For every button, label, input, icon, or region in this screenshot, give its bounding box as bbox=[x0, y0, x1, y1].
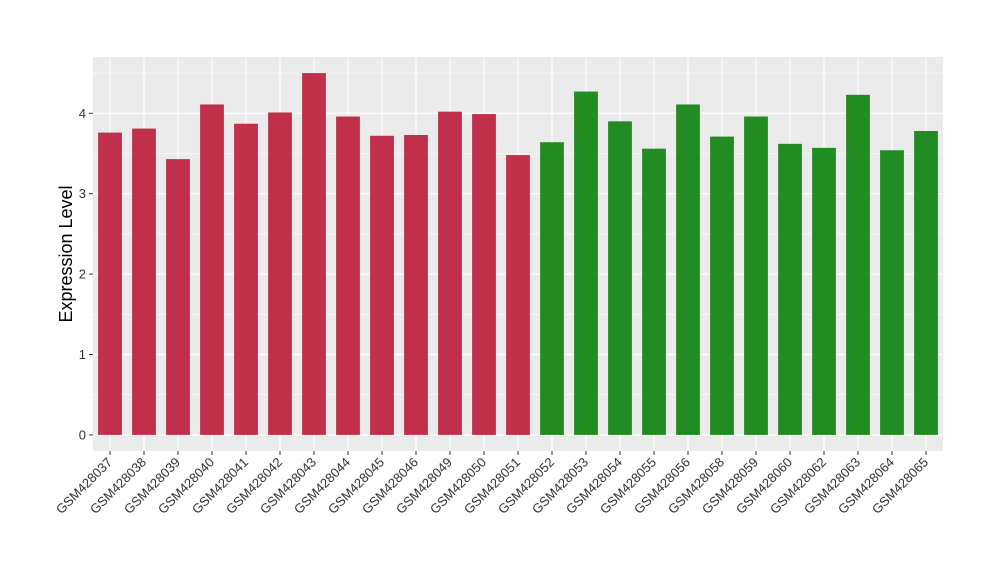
bar-GSM428045 bbox=[370, 135, 394, 435]
bar-GSM428049 bbox=[438, 111, 462, 435]
bar-GSM428063 bbox=[846, 94, 870, 435]
y-tick-label: 1 bbox=[79, 347, 86, 362]
y-tick-label: 2 bbox=[79, 267, 86, 282]
bar-GSM428043 bbox=[302, 73, 326, 435]
bar-GSM428055 bbox=[642, 148, 666, 435]
bar-GSM428053 bbox=[574, 91, 598, 435]
bar-GSM428054 bbox=[608, 121, 632, 435]
x-axis: GSM428037GSM428038GSM428039GSM428040GSM4… bbox=[53, 451, 931, 517]
bar-GSM428056 bbox=[676, 104, 700, 435]
bar-GSM428052 bbox=[540, 142, 564, 435]
bar-GSM428041 bbox=[234, 123, 258, 435]
bar-GSM428064 bbox=[880, 150, 904, 435]
bar-GSM428065 bbox=[914, 130, 938, 435]
bar-GSM428051 bbox=[506, 155, 530, 435]
bar-GSM428042 bbox=[268, 112, 292, 435]
y-axis-title: Expression Level bbox=[56, 185, 76, 322]
bar-GSM428062 bbox=[812, 147, 836, 435]
bar-GSM428059 bbox=[744, 116, 768, 435]
bar-GSM428037 bbox=[98, 132, 122, 435]
bar-GSM428040 bbox=[200, 104, 224, 435]
bar-GSM428058 bbox=[710, 136, 734, 435]
bar-GSM428044 bbox=[336, 116, 360, 435]
y-tick-label: 4 bbox=[79, 106, 86, 121]
y-tick-label: 0 bbox=[79, 427, 86, 442]
y-tick-label: 3 bbox=[79, 186, 86, 201]
bar-GSM428050 bbox=[472, 114, 496, 435]
bar-GSM428046 bbox=[404, 134, 428, 435]
bar-GSM428039 bbox=[166, 159, 190, 435]
bars bbox=[98, 73, 938, 435]
bar-GSM428060 bbox=[778, 143, 802, 435]
bar-GSM428038 bbox=[132, 128, 156, 435]
y-axis: 0 1 2 3 4 bbox=[79, 106, 93, 442]
